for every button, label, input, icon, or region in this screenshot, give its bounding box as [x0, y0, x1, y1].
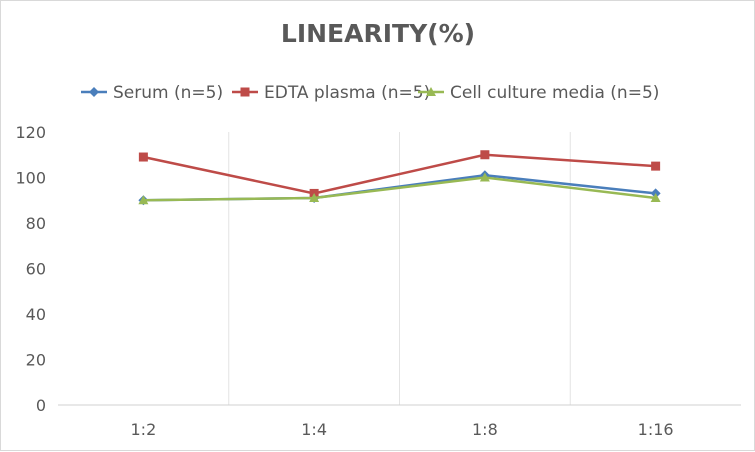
data-point: [309, 192, 320, 202]
series-line: [143, 176, 656, 202]
x-tick-label: 1:8: [472, 420, 498, 439]
data-point: [650, 192, 661, 202]
y-tick-label: 120: [15, 123, 46, 142]
data-point: [138, 195, 149, 205]
y-tick-label: 0: [36, 396, 46, 415]
data-point: [651, 161, 661, 171]
x-tick-label: 1:2: [131, 420, 157, 439]
y-tick-label: 60: [26, 260, 46, 279]
series-line: [143, 153, 656, 195]
y-tick-label: 20: [26, 351, 46, 370]
series-2: [138, 172, 661, 205]
legend-marker: [426, 87, 436, 96]
legend-label: EDTA plasma (n=5): [264, 83, 430, 103]
x-tick-label: 1:16: [638, 420, 674, 439]
legend-marker: [89, 87, 99, 97]
y-tick-label: 40: [26, 305, 46, 324]
grid: [228, 132, 571, 405]
chart-title: LINEARITY(%): [281, 19, 475, 48]
data-point: [138, 152, 148, 162]
axes: 0 20 40 60 80 100 120 1:2 1:4 1:8 1:16: [15, 123, 741, 439]
y-tick-label: 100: [15, 169, 46, 188]
legend-label: Serum (n=5): [113, 83, 223, 103]
data-point: [480, 150, 490, 160]
y-tick-label: 80: [26, 214, 46, 233]
x-tick-label: 1:4: [301, 420, 327, 439]
legend-marker: [240, 87, 250, 97]
legend-label: Cell culture media (n=5): [450, 83, 659, 103]
data-point: [479, 172, 490, 182]
series-group: [138, 150, 661, 206]
legend: Serum (n=5) EDTA plasma (n=5) Cell culture…: [81, 83, 659, 103]
